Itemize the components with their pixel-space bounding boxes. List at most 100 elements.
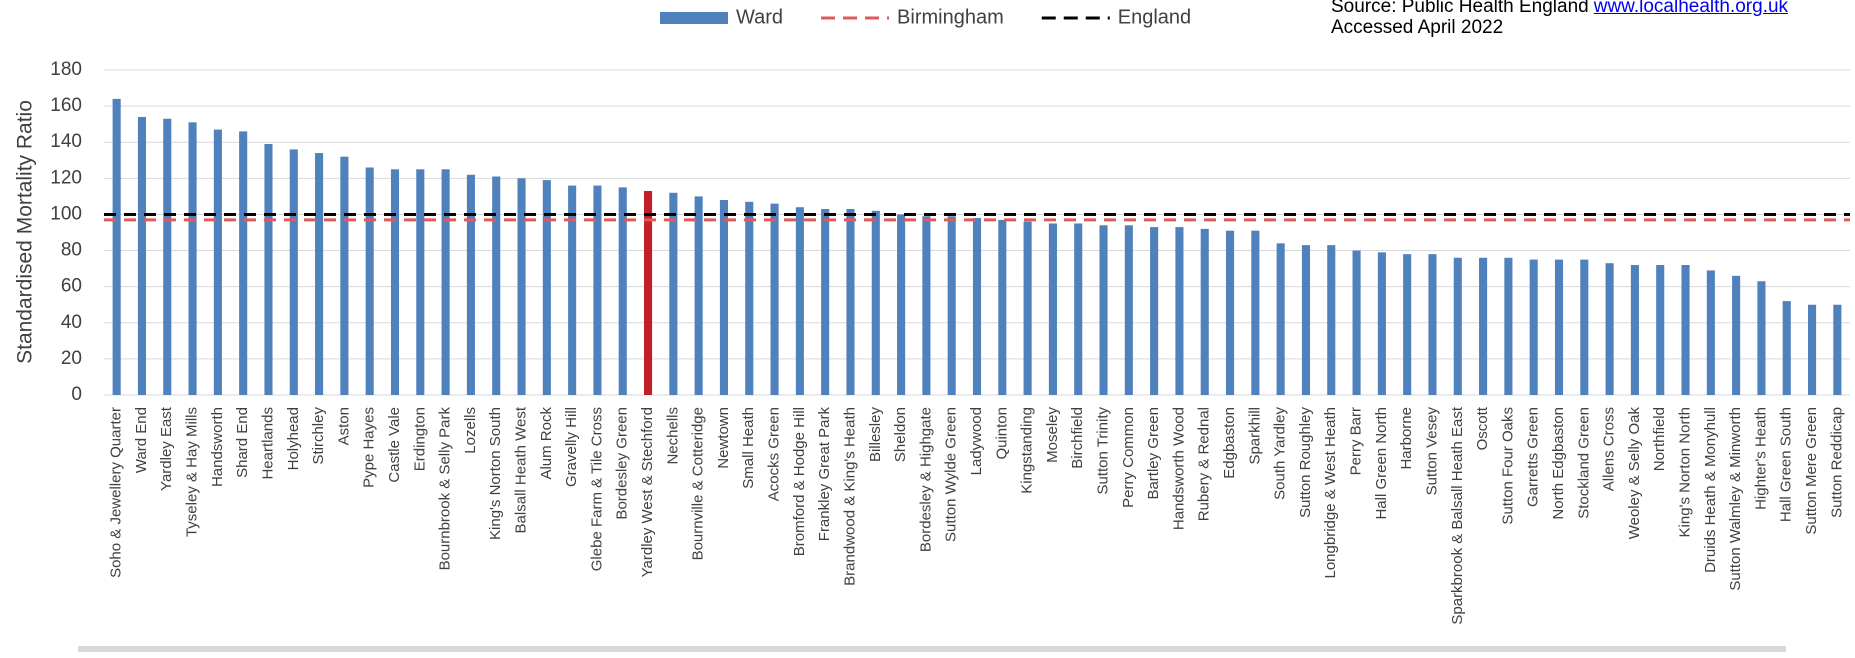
bar [365,167,374,395]
bar [1251,230,1260,395]
bar [1327,245,1336,395]
bar [1453,257,1462,395]
x-tick-label: King's Norton North [1676,407,1693,537]
bar [846,209,855,395]
bar [1200,228,1209,395]
x-tick-label: Birchfield [1069,407,1086,469]
bar [137,116,147,395]
bar [163,118,172,395]
bar [1479,257,1488,395]
x-tick-label: Lozells [462,407,479,454]
bar [1377,252,1386,395]
x-tick-label: Shard End [234,407,251,478]
bar [390,169,400,395]
y-tick-label: 0 [71,384,82,405]
bar [770,203,779,395]
x-tick-label: Rubery & Rednal [1196,407,1213,521]
x-tick-label: Kingstanding [1019,407,1036,494]
bar [466,174,475,395]
bar [542,180,551,395]
x-tick-label: Glebe Farm & Tile Cross [588,407,605,571]
x-tick-label: Castle Vale [386,407,403,483]
x-tick-label: Bournbrook & Selly Park [437,407,454,571]
x-tick-label: Holyhead [285,407,302,470]
x-tick-label: Sutton Wylde Green [943,407,960,542]
bar [1048,223,1057,395]
x-tick-label: King's Norton South [487,407,504,540]
x-tick-label: South Yardley [1272,407,1289,500]
bar [719,200,729,395]
x-tick-label: Erdington [411,407,428,471]
bar [694,196,703,395]
x-tick-label: Allens Cross [1601,407,1618,491]
bar [1352,250,1361,395]
x-tick-label: Hall Green South [1778,407,1795,522]
bar [669,192,678,395]
x-tick-label: North Edgbaston [1550,407,1567,520]
x-tick-label: Yardley West & Stechford [639,407,656,577]
x-tick-label: Bordesley & Highgate [917,407,934,552]
x-tick-label: Bartley Green [1145,407,1162,500]
bar [1276,243,1285,395]
source-text: Source: Public Health England [1331,0,1589,17]
bar [618,187,627,395]
bar [947,216,956,395]
x-tick-label: Ward End [133,407,150,473]
x-tick-label: Ladywood [968,407,985,475]
x-tick-label: Newtown [715,407,732,469]
x-tick-label: Pype Hayes [361,407,378,488]
bar [315,153,324,395]
x-tick-label: Northfield [1651,407,1668,471]
y-tick-label: 100 [50,203,82,224]
x-tick-label: Edgbaston [1221,407,1238,479]
bar [1150,227,1159,395]
x-tick-label: Gravelly Hill [563,407,580,487]
x-tick-label: Weoley & Selly Oak [1626,407,1643,540]
bar [643,190,653,395]
x-tick-label: Billesley [867,407,884,463]
y-axis-title: Standardised Mortality Ratio [14,100,37,364]
bar [289,149,298,395]
bar [340,156,349,395]
bar [1782,301,1791,395]
bar [1656,265,1665,395]
x-tick-label: Soho & Jewellery Quarter [108,407,125,578]
x-tick-label: Highter's Heath [1752,407,1769,510]
y-tick-label: 60 [61,276,82,297]
x-tick-label: Perry Common [1120,407,1137,508]
x-tick-label: Sparkhill [1246,407,1263,465]
bar [1504,257,1513,395]
source-accessed: Accessed April 2022 [1331,17,1504,38]
bar [492,176,501,395]
bar [517,178,526,395]
bar [1706,270,1715,395]
legend-label: Birmingham [897,6,1004,28]
y-tick-label: 160 [50,95,82,116]
x-tick-label: Brandwood & King's Heath [841,407,858,586]
bar [922,216,931,395]
x-tick-label: Hall Green North [1373,407,1390,520]
bar [1732,275,1741,395]
bar [593,185,602,395]
x-tick-label: Tyseley & Hay Mills [184,407,201,537]
bar [416,169,425,395]
bar [112,98,121,395]
x-tick-label: Acocks Green [766,407,783,501]
bar [1807,304,1817,395]
x-tick-label: Frankley Great Park [816,407,833,542]
x-tick-label: Sparkbrook & Balsall Heath East [1449,406,1466,624]
source: Source: Public Health England www.localhe… [1331,0,1788,38]
y-tick-label: 140 [50,131,82,152]
bar [972,218,982,395]
x-tick-label: Longbridge & West Heath [1322,407,1339,579]
bar [1681,265,1690,395]
y-tick-label: 40 [61,312,82,333]
bar [998,219,1007,395]
bar [1023,221,1032,395]
x-tick-label: Garretts Green [1525,407,1542,507]
source-link[interactable]: www.localhealth.org.uk [1593,0,1789,17]
x-tick-label: Druids Heath & Monyhull [1702,407,1719,573]
x-tick-label: Handsworth Wood [1170,407,1187,530]
bar [821,209,830,395]
